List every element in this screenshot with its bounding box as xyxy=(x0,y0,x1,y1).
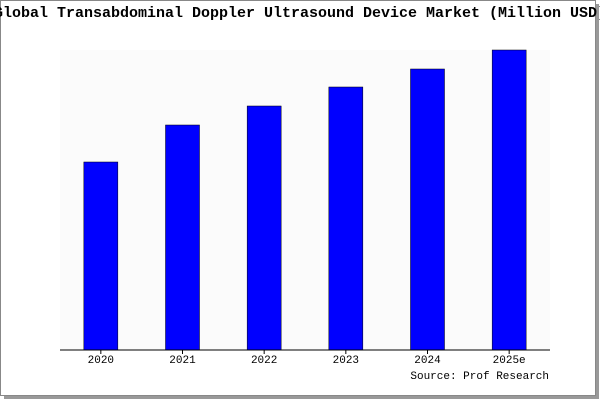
x-tick-label: 2025e xyxy=(493,355,526,367)
chart-title: Global Transabdominal Doppler Ultrasound… xyxy=(0,5,600,22)
bar xyxy=(83,161,119,351)
bar xyxy=(165,124,200,351)
x-tick-label: 2022 xyxy=(251,355,277,367)
plot-area xyxy=(60,50,550,350)
bar xyxy=(491,49,527,351)
x-tick-label: 2020 xyxy=(88,355,114,367)
x-tick-label: 2024 xyxy=(414,355,441,367)
bar xyxy=(246,105,282,351)
x-tick-label: 2021 xyxy=(169,355,196,367)
x-tick-label: 2023 xyxy=(333,355,359,367)
source-note: Source: Prof Research xyxy=(410,371,549,383)
bar xyxy=(410,68,445,351)
bar xyxy=(328,86,364,351)
